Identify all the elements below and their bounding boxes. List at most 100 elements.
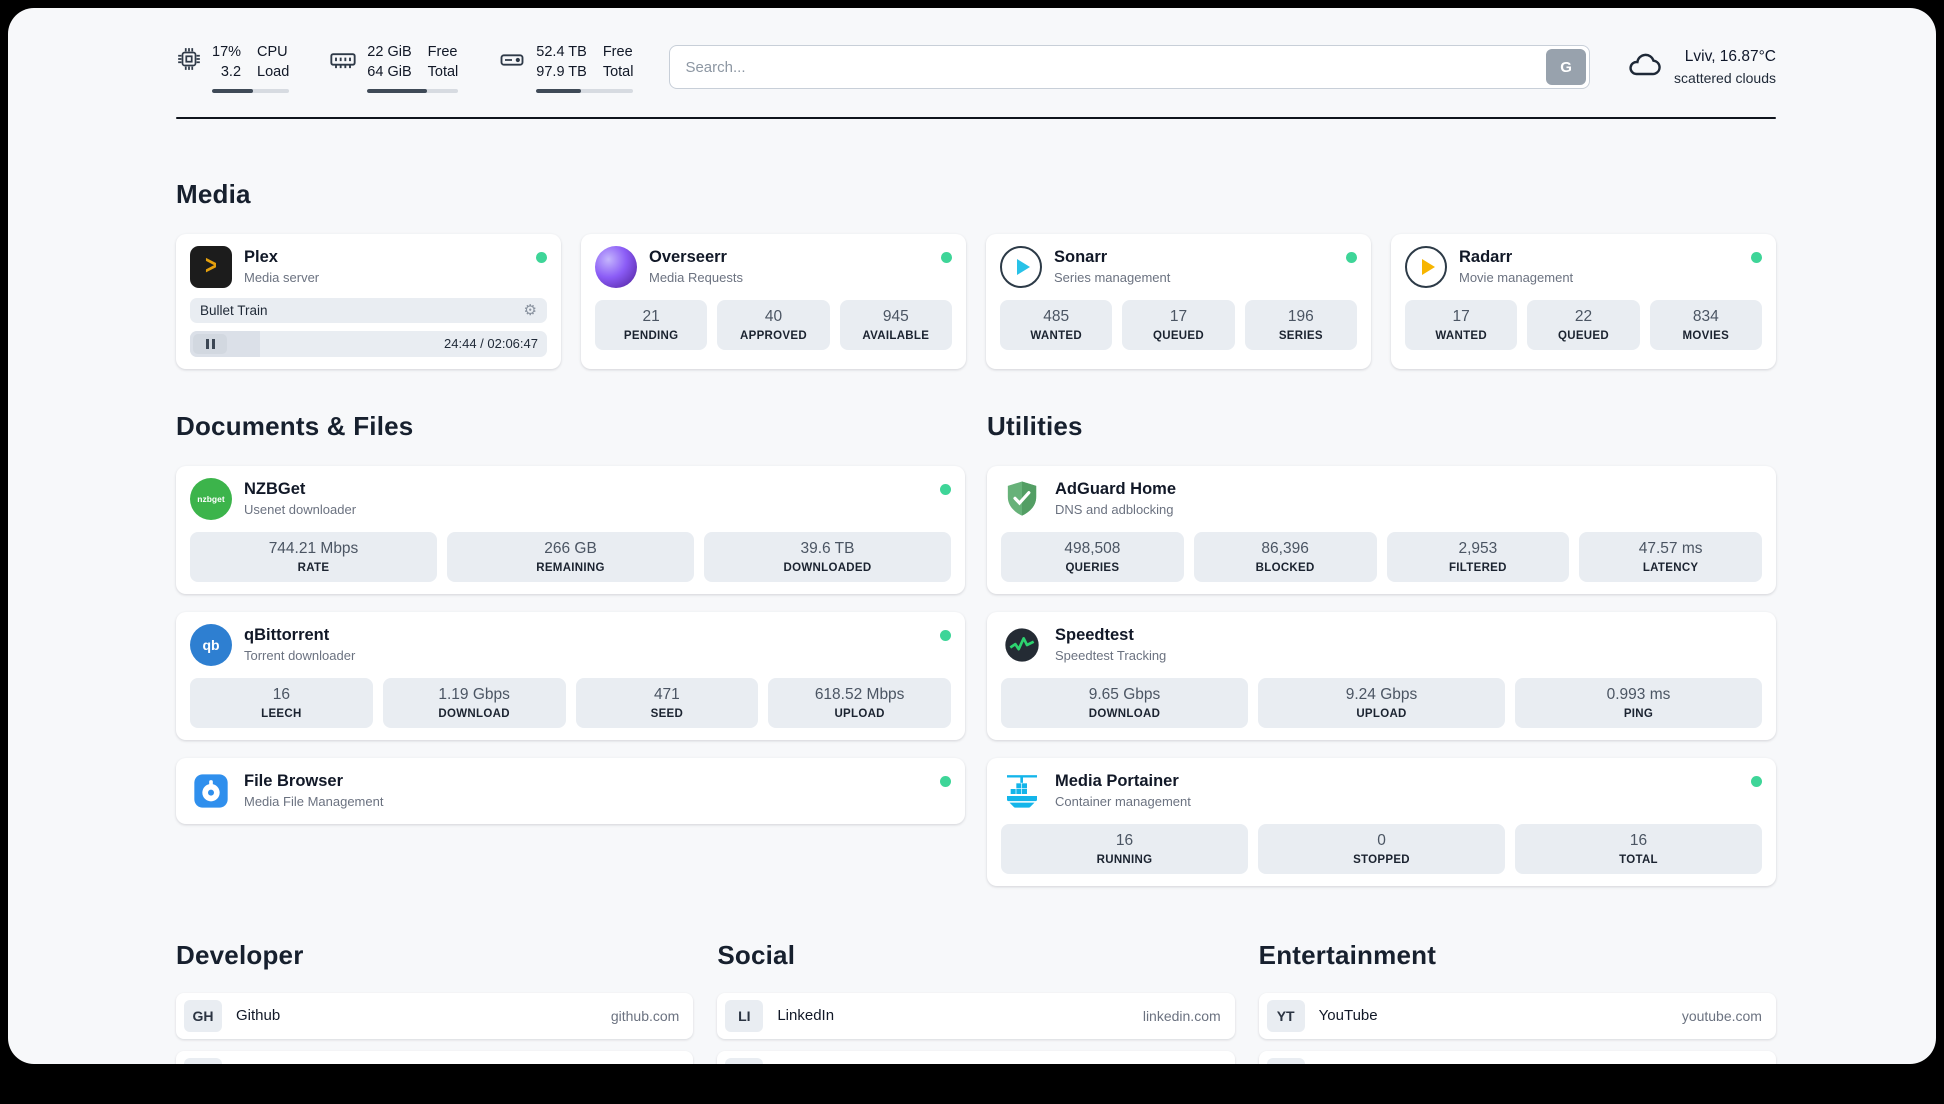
cpu-load-value: 3.2 [220,64,242,81]
stat-upload: 618.52 Mbps UPLOAD [768,677,951,728]
bookmark-abbr: YT [1266,999,1305,1032]
playback-time: 24:44 / 02:06:47 [444,336,538,352]
cpu-icon [176,46,202,77]
stat-remaining: 266 GB REMAINING [447,531,694,582]
app-card-filebrowser[interactable]: File Browser Media File Management [176,757,965,824]
documents-section: Documents & Files nzbget NZBGet Usenet d… [176,411,965,886]
stat-wanted: 485 WANTED [1000,299,1113,350]
section-title-media: Media [176,178,251,209]
app-subtitle: Usenet downloader [244,502,357,518]
disk-free-label: Free [602,44,633,60]
stat-latency: 47.57 ms LATENCY [1579,531,1762,582]
now-playing-title: Bullet Train [200,302,268,318]
stat-queued: 22 QUEUED [1527,299,1640,350]
status-dot [940,629,951,641]
ram-total-value: 64 GiB [367,64,412,81]
weather-condition: scattered clouds [1674,70,1776,87]
status-dot [940,483,951,495]
app-subtitle: Container management [1055,794,1191,810]
stat-pending: 21 PENDING [595,299,708,350]
app-card-sonarr[interactable]: Sonarr Series management 485 WANTED 17 Q… [986,233,1371,369]
utilities-section: Utilities AdGuard Home [987,411,1776,886]
ram-free-value: 22 GiB [367,44,412,60]
app-name: Radarr [1459,248,1513,267]
stat-seed: 471 SEED [575,677,759,728]
stat-available: 945 AVAILABLE [839,299,952,350]
overseerr-icon [595,245,637,288]
app-card-speedtest[interactable]: Speedtest Speedtest Tracking 9.65 Gbps D… [987,611,1776,740]
stat-upload: 9.24 Gbps UPLOAD [1258,677,1505,728]
ram-total-label: Total [427,64,459,81]
stat-movies: 834 MOVIES [1649,299,1762,350]
stat-approved: 40 APPROVED [717,299,830,350]
bookmark-stackoverflow[interactable]: SO StackOverflow stackoverflow.com [176,1050,694,1064]
section-title-developer: Developer [176,939,304,970]
bookmark-github[interactable]: GH Github github.com [176,992,694,1039]
bookmark-netflix[interactable]: NF Netflix netflix.com [1258,1050,1776,1064]
nzbget-icon: nzbget [190,477,232,520]
app-subtitle: Movie management [1459,270,1574,286]
now-playing-row: Bullet Train ⚙ [190,297,547,323]
app-card-overseerr[interactable]: Overseerr Media Requests 21 PENDING 40 A… [581,233,966,369]
stat-rate: 744.21 Mbps RATE [190,531,437,582]
portainer-icon [1001,770,1043,812]
header-divider [176,116,1776,119]
media-section: Media > Plex Media server Bullet Train ⚙ [176,179,1776,369]
ram-free-label: Free [427,44,458,60]
app-name: NZBGet [244,480,306,499]
weather-widget[interactable]: Lviv, 16.87°C scattered clouds [1626,46,1776,89]
seek-bar[interactable]: 24:44 / 02:06:47 [190,330,547,357]
cloud-icon [1626,47,1662,88]
bookmark-group-developer: Developer GH Github github.com SO StackO… [176,939,694,1064]
qbittorrent-icon: qb [190,623,232,666]
app-card-nzbget[interactable]: nzbget NZBGet Usenet downloader 744.21 M… [176,465,965,594]
stat-queries: 498,508 QUERIES [1001,531,1184,582]
stat-total: 16 TOTAL [1515,823,1762,874]
search-engine-button[interactable]: G [1546,49,1587,86]
app-name: Media Portainer [1055,772,1179,791]
stat-wanted: 17 WANTED [1405,299,1518,350]
bookmark-abbr: GH [184,999,222,1032]
stat-running: 16 RUNNING [1001,823,1248,874]
adguard-icon [1001,478,1043,520]
stat-filtered: 2,953 FILTERED [1386,531,1570,582]
section-title-utilities: Utilities [987,410,1083,441]
gear-icon[interactable]: ⚙ [523,301,537,319]
system-stats: 17% 3.2 CPU Load [176,42,634,93]
app-card-adguard[interactable]: AdGuard Home DNS and adblocking 498,508 … [987,465,1776,594]
app-subtitle: Media File Management [244,794,384,810]
app-card-qbittorrent[interactable]: qb qBittorrent Torrent downloader 16 LEE… [176,611,965,740]
status-dot [940,775,951,787]
pause-button[interactable] [193,333,227,354]
app-subtitle: Media server [244,270,320,286]
bookmark-linkedin[interactable]: LI LinkedIn linkedin.com [717,992,1235,1039]
stat-queued: 17 QUEUED [1122,299,1235,350]
app-card-portainer[interactable]: Media Portainer Container management 16 … [987,757,1776,886]
ram-icon [329,46,357,79]
status-dot [1751,775,1762,787]
sonarr-icon [1000,245,1042,288]
app-subtitle: Media Requests [649,270,743,286]
app-name: Overseerr [649,248,727,267]
bookmark-twitter[interactable]: TW Twitter twitter.com [717,1050,1235,1064]
bookmark-youtube[interactable]: YT YouTube youtube.com [1258,992,1776,1039]
app-card-plex[interactable]: > Plex Media server Bullet Train ⚙ 24:44… [176,233,561,369]
stat-download: 1.19 Gbps DOWNLOAD [382,677,566,728]
ram-progress-bar [367,88,459,93]
disk-total-label: Total [602,64,634,81]
search-input[interactable] [673,58,1547,76]
cpu-stat: 17% 3.2 CPU Load [176,42,290,93]
top-bar: 17% 3.2 CPU Load [176,42,1776,93]
app-name: qBittorrent [244,626,330,645]
app-subtitle: DNS and adblocking [1055,502,1174,518]
app-name: File Browser [244,772,344,791]
bookmark-abbr: LI [725,999,764,1032]
cpu-usage-value: 17% [212,44,242,60]
bookmark-abbr: SO [184,1057,222,1064]
stat-stopped: 0 STOPPED [1258,823,1505,874]
app-card-radarr[interactable]: Radarr Movie management 17 WANTED 22 QUE… [1391,233,1776,369]
app-subtitle: Speedtest Tracking [1055,648,1167,664]
stat-ping: 0.993 ms PING [1515,677,1762,728]
status-dot [536,251,547,263]
stat-leech: 16 LEECH [190,677,373,728]
